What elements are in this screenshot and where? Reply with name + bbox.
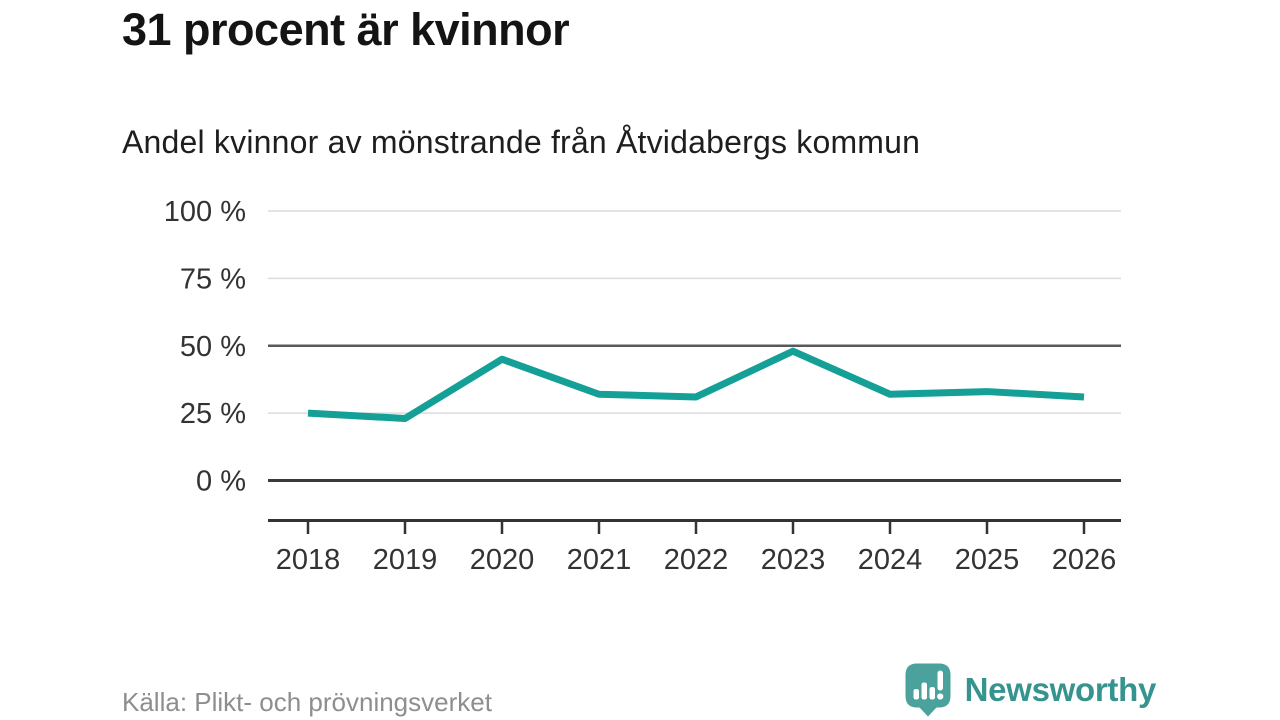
source-attribution: Källa: Plikt- och prövningsverket	[122, 687, 492, 717]
chart-subtitle: Andel kvinnor av mönstrande från Åtvidab…	[122, 124, 921, 160]
data-line-andel-kvinnor	[307, 347, 1085, 423]
x-tick-label-2018: 2018	[276, 544, 341, 576]
x-tick-label-2025: 2025	[955, 544, 1020, 576]
x-tick-label-2024: 2024	[858, 544, 923, 576]
x-tick-label-2022: 2022	[664, 544, 729, 576]
y-tick-label: 100 %	[164, 196, 246, 228]
bar-chart-speech-bubble-icon	[905, 663, 951, 717]
x-tick-label-2026: 2026	[1052, 544, 1117, 576]
x-tick-label-2019: 2019	[373, 544, 438, 576]
newsworthy-logo: Newsworthy	[904, 662, 1156, 717]
chart-title: 31 procent är kvinnor	[122, 4, 570, 55]
x-tick-label-2023: 2023	[761, 544, 826, 576]
y-tick-label: 75 %	[180, 263, 246, 295]
y-tick-label: 25 %	[180, 398, 246, 430]
y-tick-label: 0 %	[196, 466, 246, 498]
newsworthy-wordmark: Newsworthy	[964, 670, 1157, 708]
x-tick-label-2021: 2021	[567, 544, 632, 576]
x-tick-label-2020: 2020	[470, 544, 535, 576]
y-tick-label: 50 %	[180, 331, 246, 363]
